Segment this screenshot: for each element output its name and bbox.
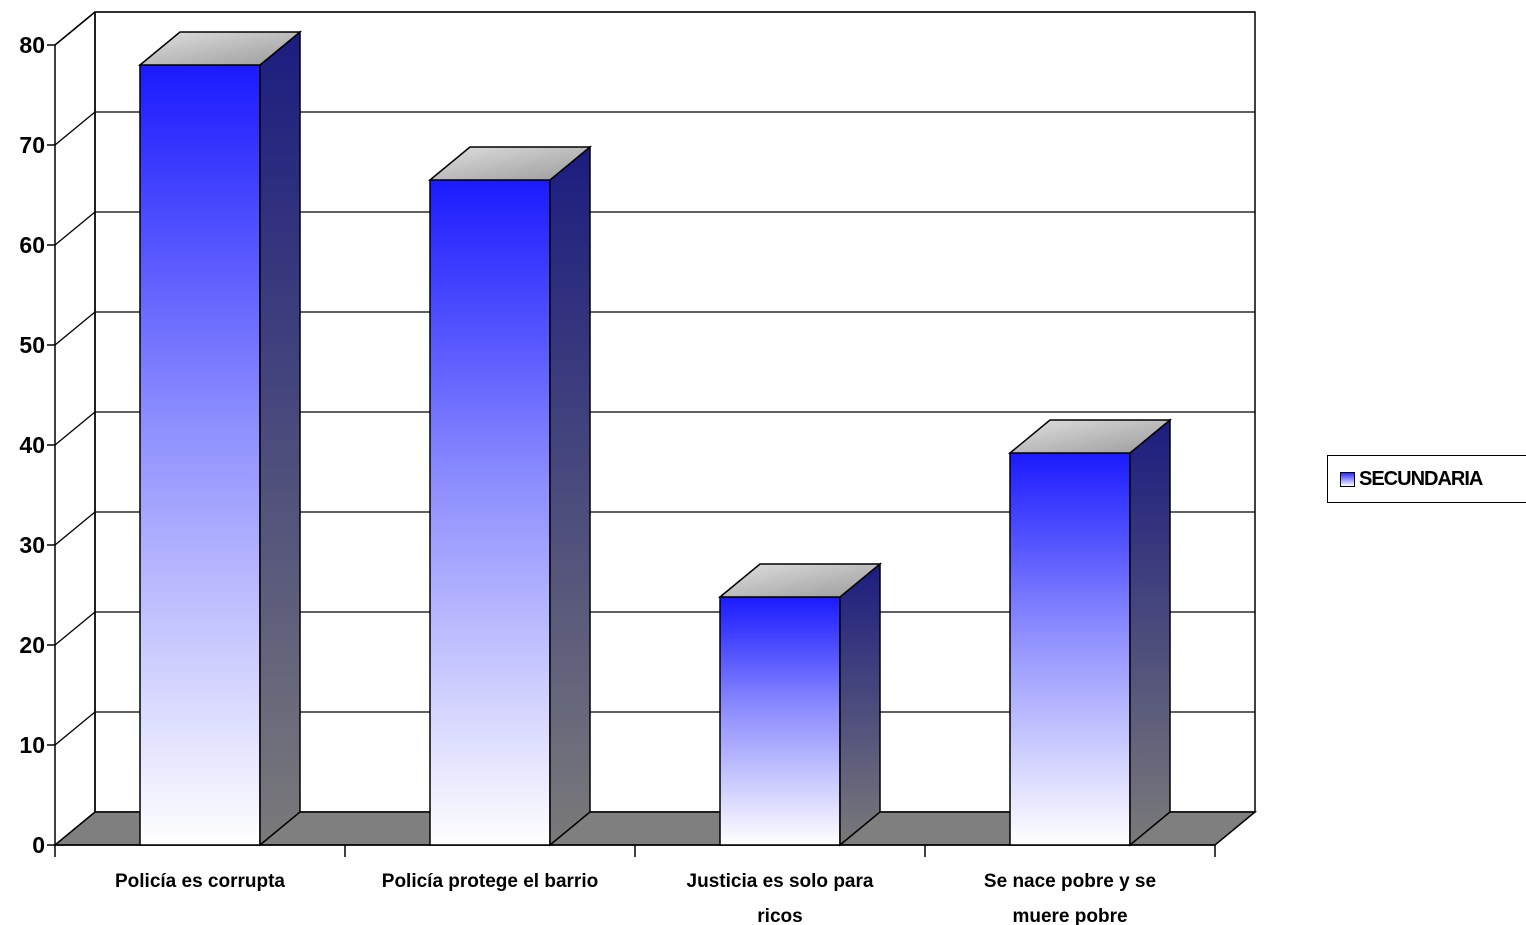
axes [47, 11, 1258, 857]
legend-label: SECUNDARIA [1359, 467, 1483, 490]
bar-top [717, 563, 883, 598]
bar-side [839, 562, 881, 847]
gridline-side [54, 211, 96, 246]
y-tick-label: 50 [19, 332, 45, 358]
bar [717, 562, 883, 847]
y-axis-top-edge [54, 11, 96, 46]
bar [1007, 418, 1173, 847]
legend: SECUNDARIA [1327, 455, 1526, 503]
bar-front [139, 64, 261, 846]
x-tick-label: muere pobre [1012, 906, 1127, 925]
bar-top [137, 31, 303, 66]
x-tick-label: ricos [757, 906, 802, 925]
y-tick-label: 0 [32, 832, 45, 858]
gridline-side [54, 711, 96, 746]
y-tick-label: 40 [19, 432, 45, 458]
y-tick-label: 20 [19, 632, 45, 658]
y-tick-label: 30 [19, 532, 45, 558]
gridline-side [54, 111, 96, 146]
gridline-side [54, 611, 96, 646]
gridline-side [54, 411, 96, 446]
bar-top [1007, 419, 1173, 454]
x-tick-label: Policía protege el barrio [382, 871, 598, 892]
legend-swatch [1340, 471, 1355, 487]
bar-front [719, 596, 841, 846]
bar-side [1129, 418, 1171, 847]
y-tick-label: 80 [19, 32, 45, 58]
y-tick-label: 70 [19, 132, 45, 158]
bar-front [429, 179, 551, 846]
bar-front [1009, 452, 1131, 846]
labels: 0 10 20 30 40 50 60 70 80 Policía es corrupta Poli… [19, 32, 1156, 925]
bar [137, 30, 303, 847]
gridline-side [54, 511, 96, 546]
y-tick-label: 10 [19, 732, 45, 758]
gridline-side [54, 311, 96, 346]
bar-side [549, 145, 591, 847]
bar [427, 145, 593, 847]
bar-top [427, 146, 593, 181]
x-tick-label: Justicia es solo para [687, 871, 874, 892]
bar-side [259, 30, 301, 847]
x-tick-label: Policía es corrupta [115, 871, 285, 892]
bars [137, 30, 1173, 847]
y-tick-label: 60 [19, 232, 45, 258]
x-tick-label: Se nace pobre y se [984, 871, 1156, 892]
